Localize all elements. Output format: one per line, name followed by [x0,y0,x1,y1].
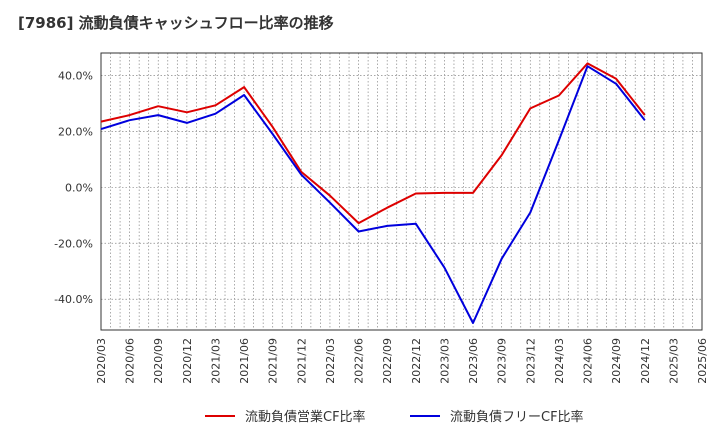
legend-label-2: 流動負債フリーCF比率 [450,409,584,425]
legend-label-1: 流動負債営業CF比率 [245,409,366,425]
x-tick-label: 2024/03 [553,338,566,384]
y-tick-label: 40.0% [58,69,93,82]
x-tick-label: 2025/03 [667,338,680,384]
x-tick-label: 2024/12 [639,338,652,384]
x-tick-label: 2024/09 [610,338,623,384]
x-tick-label: 2021/12 [295,338,308,384]
x-tick-label: 2023/03 [438,338,451,384]
x-tick-label: 2021/06 [238,338,251,384]
x-tick-label: 2022/06 [353,338,366,384]
x-tick-label: 2021/09 [267,338,280,384]
x-tick-label: 2022/09 [381,338,394,384]
plot-frame [100,52,703,331]
x-tick-label: 2024/06 [582,338,595,384]
series-line-1 [100,62,646,225]
grid-lines [101,53,702,330]
axes [100,52,703,331]
x-tick-label: 2021/03 [209,338,222,384]
y-tick-labels: 40.0% 20.0% 0.0% -20.0% -40.0% [54,69,93,306]
series-line-2 [100,65,646,324]
x-tick-label: 2020/03 [95,338,108,384]
x-tick-label: 2022/03 [324,338,337,384]
x-tick-label: 2022/12 [410,338,423,384]
x-tick-label: 2023/12 [524,338,537,384]
x-tick-label: 2020/12 [181,338,194,384]
series-lines [100,62,646,324]
x-tick-label: 2025/06 [696,338,709,384]
x-tick-label: 2020/06 [124,338,137,384]
x-tick-label: 2023/06 [467,338,480,384]
legend: 流動負債営業CF比率 流動負債フリーCF比率 [205,409,584,425]
y-tick-label: 20.0% [58,125,93,138]
x-tick-label: 2023/09 [496,338,509,384]
x-tick-label: 2020/09 [152,338,165,384]
y-tick-label: -20.0% [54,237,93,250]
y-tick-label: 0.0% [65,181,93,194]
x-tick-labels: 2020/03 2020/06 2020/09 2020/12 2021/03 2021/… [95,338,709,384]
y-tick-label: -40.0% [54,293,93,306]
chart-title: [7986] 流動負債キャッシュフロー比率の推移 [18,14,334,32]
